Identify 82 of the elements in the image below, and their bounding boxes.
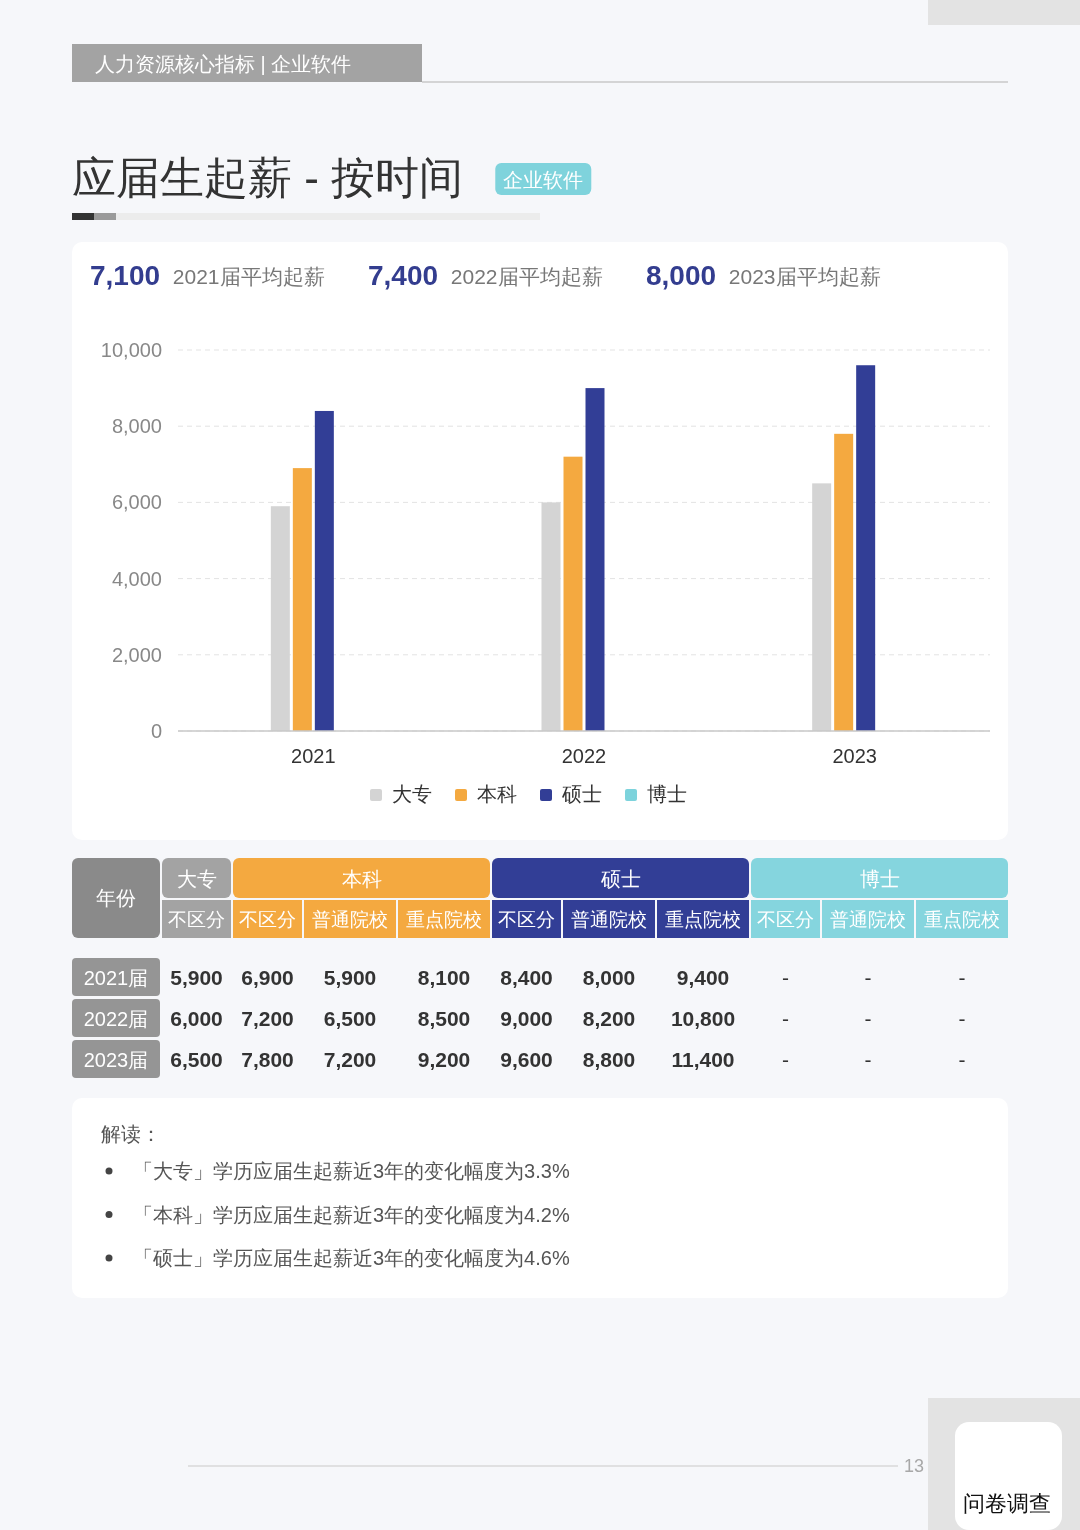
text: 2023届平均起薪 (728, 265, 881, 288)
category-label: 重点院校 (406, 909, 482, 930)
chart-subtitle: 企业软件 (503, 169, 584, 191)
bar (314, 410, 334, 731)
legend-label: 2023届 (83, 1049, 149, 1071)
data-label: 7,800 (241, 1048, 294, 1071)
text: 「硕士」学历应届生起薪近3年的变化幅度为4.6% (133, 1247, 570, 1269)
text: 解读： (101, 1123, 161, 1145)
text: 2022届平均起薪 (450, 265, 603, 288)
data-label: 9,000 (500, 1007, 553, 1030)
data-label: 5,900 (170, 966, 223, 989)
data-label: 8,800 (582, 1048, 636, 1071)
category-label: 不区分 (757, 909, 814, 930)
category-label: 普通院校 (830, 909, 906, 930)
data-label: 9,200 (417, 1048, 471, 1071)
data-label: 8,100 (417, 966, 471, 989)
data-label: 7,200 (323, 1048, 377, 1071)
category-label: 重点院校 (665, 909, 741, 930)
data-label: 8,200 (582, 1007, 636, 1030)
data-label: 6,900 (241, 966, 294, 989)
data-label: - (864, 1007, 872, 1030)
text: 博士 (859, 868, 900, 890)
data-label: 7,200 (241, 1007, 294, 1030)
legend-label: 硕士 (561, 783, 602, 805)
data-label: - (958, 966, 966, 989)
data-label: - (782, 1007, 789, 1030)
text: 8,000 (646, 260, 717, 291)
y-tick-label: 2,000 (111, 643, 162, 666)
data-label: 10,800 (670, 1007, 736, 1030)
text: 硕士 (599, 868, 641, 890)
text: 13 (903, 1456, 925, 1476)
data-label: 9,400 (676, 966, 730, 989)
text: 年份 (96, 887, 136, 909)
category-label: 不区分 (498, 909, 555, 930)
data-label: 6,500 (323, 1007, 377, 1030)
legend-label: 大专 (392, 783, 432, 805)
data-label: - (782, 1048, 789, 1071)
text: 本科 (341, 868, 382, 890)
bar (563, 456, 583, 731)
data-label: - (958, 1048, 966, 1071)
bar (585, 388, 605, 731)
data-label: 8,000 (582, 966, 636, 989)
text: 问卷调查 (963, 1491, 1051, 1516)
category-label: 重点院校 (924, 909, 1000, 930)
data-label: 11,400 (671, 1048, 735, 1071)
text: 大专 (176, 868, 217, 890)
text: 「本科」学历应届生起薪近3年的变化幅度为4.2% (133, 1203, 570, 1226)
y-tick-label: 4,000 (111, 567, 162, 590)
bar (292, 468, 312, 731)
legend-label: 本科 (477, 783, 517, 805)
bar (856, 365, 876, 731)
text: 2021届 (83, 967, 149, 989)
bar (834, 433, 854, 731)
category-label: 不区分 (168, 909, 225, 930)
x-tick-label: 2021 (291, 745, 336, 767)
data-label: 8,400 (500, 966, 553, 989)
data-label: 5,900 (323, 966, 377, 989)
data-label: - (958, 1007, 966, 1030)
text: 「大专」学历应届生起薪近3年的变化幅度为3.3% (133, 1160, 570, 1182)
y-tick-label: 8,000 (111, 415, 162, 438)
data-label: - (864, 1048, 872, 1071)
x-tick-label: 2023 (832, 745, 877, 767)
y-tick-label: 0 (150, 720, 162, 742)
data-label: - (782, 966, 789, 989)
data-label: 6,500 (170, 1048, 223, 1071)
data-label: 9,600 (500, 1048, 553, 1071)
text: 7,100 (90, 260, 161, 291)
data-label: 6,000 (170, 1007, 223, 1030)
data-label: 8,500 (417, 1007, 471, 1030)
text: 2021届平均起薪 (172, 265, 325, 288)
text: 7,400 (368, 260, 439, 291)
category-label: 普通院校 (312, 909, 388, 930)
y-tick-label: 6,000 (111, 491, 162, 514)
y-tick-label: 10,000 (100, 339, 162, 361)
category-label: 不区分 (239, 909, 296, 930)
data-label: - (864, 966, 872, 989)
chart-title: 应届生起薪 - 按时间 (72, 153, 464, 202)
legend-label: 博士 (647, 783, 687, 805)
category-label: 普通院校 (571, 909, 647, 930)
x-tick-label: 2022 (561, 745, 607, 767)
legend-label: 2022届 (83, 1008, 149, 1030)
text: 人力资源核心指标 | 企业软件 (95, 53, 352, 75)
